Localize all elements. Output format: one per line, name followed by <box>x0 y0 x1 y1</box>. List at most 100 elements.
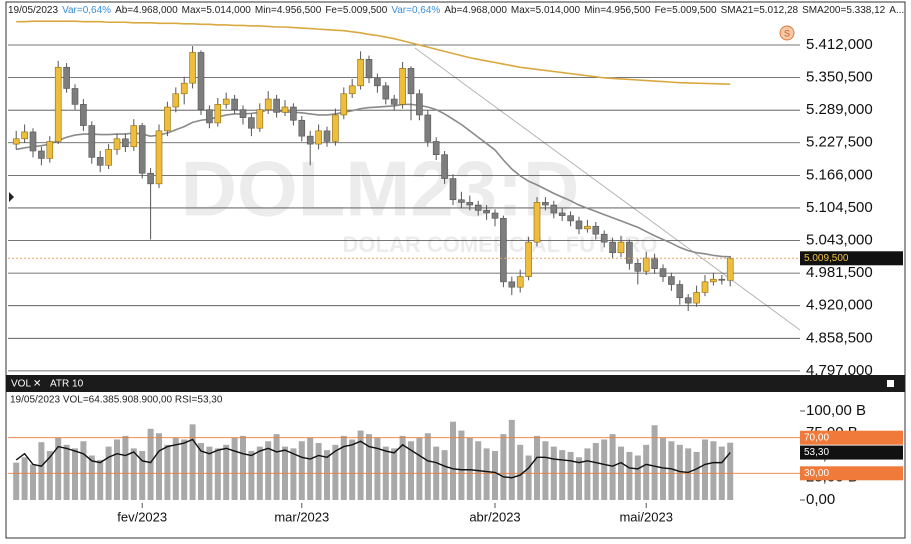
header-item: Ab=4.968,000 <box>444 5 507 16</box>
volume-bar <box>408 441 414 500</box>
volume-bar <box>542 441 549 500</box>
header-item: Fe=5.009,500 <box>325 5 388 16</box>
volume-bar <box>172 437 179 500</box>
candle-body <box>710 278 717 283</box>
candle-body <box>222 98 230 105</box>
volume-bar <box>324 450 330 500</box>
y-tick-label: 100,00 B <box>806 402 866 419</box>
volume-bar <box>676 444 683 500</box>
volume-bar <box>559 450 566 500</box>
volume-bar <box>525 455 532 500</box>
price-pane: 5.412,000 5.350,500 5.289,000 5.227,500 5.16… <box>8 20 903 379</box>
volume-bar <box>30 464 36 500</box>
candle-body <box>122 138 129 148</box>
lower-pane: 100,00 B75,00 B50,00 B25,00 B0,0070,0030… <box>8 402 903 508</box>
candle-body <box>256 109 264 129</box>
candle-body <box>323 130 331 142</box>
candle-body <box>138 125 146 174</box>
volume-bar <box>450 421 456 500</box>
tab-close[interactable]: ✕ <box>33 379 41 390</box>
volume-bar <box>21 457 28 500</box>
candle-body <box>500 217 507 283</box>
y-tick-label: 5.043,000 <box>806 232 873 249</box>
candle-body <box>197 52 205 110</box>
frame <box>5 1 906 539</box>
volume-bar <box>340 435 347 500</box>
header-item: Fe=5.009,500 <box>654 5 717 16</box>
candle-body <box>550 204 558 214</box>
volume-bar <box>458 430 465 500</box>
rsi-tag <box>800 445 903 460</box>
volume-bar <box>164 444 171 500</box>
tab[interactable]: VOL <box>11 379 31 390</box>
rsi-level-tag <box>800 430 903 445</box>
volume-bar <box>130 448 137 500</box>
maximize[interactable] <box>887 380 894 387</box>
volume-bar <box>592 443 599 500</box>
candle-body <box>155 130 163 185</box>
volume-bar <box>693 451 700 500</box>
volume-bar <box>147 428 154 500</box>
candle-body <box>558 212 566 216</box>
header: 19/05/2023 Var=0,64% Ab=4.968,000 Max=5.014… <box>8 5 904 16</box>
y-tick-label: 5.104,500 <box>806 199 873 216</box>
volume-bar <box>349 439 356 500</box>
candle-body <box>374 77 381 87</box>
volume-bar <box>55 437 62 500</box>
x-tick-label: abr/2023 <box>469 509 520 524</box>
candle-body <box>684 297 692 304</box>
candle-body <box>164 106 171 132</box>
candle-body <box>365 59 373 79</box>
tab[interactable]: ATR 10 <box>50 379 84 390</box>
candle-body <box>38 150 45 159</box>
volume-bar <box>399 435 406 500</box>
volume-bar <box>567 451 574 500</box>
header-item: A... <box>889 5 905 16</box>
candle-body <box>298 119 306 137</box>
volume-bar <box>307 437 314 500</box>
candle-body <box>147 172 154 185</box>
volume-bar <box>441 450 448 500</box>
x-tick-label: mai/2023 <box>619 509 672 524</box>
volume-bar <box>231 437 238 500</box>
candle-body <box>189 52 196 84</box>
volume-bar <box>156 433 162 500</box>
candle-body <box>348 85 356 95</box>
candle-body <box>726 257 734 281</box>
candle-body <box>273 98 280 113</box>
candle-body <box>12 138 20 145</box>
candle-body <box>668 276 675 285</box>
candle-body <box>281 106 289 113</box>
volume-bar <box>114 439 120 500</box>
candle-body <box>399 68 406 105</box>
candle-body <box>617 241 625 254</box>
y-tick-label: 4.797,000 <box>806 362 873 379</box>
volume-bar <box>508 419 515 500</box>
candle-body <box>533 202 541 243</box>
candle-body <box>651 257 658 269</box>
candle-body <box>239 109 247 118</box>
volume-bar <box>265 441 272 500</box>
candle-body <box>491 212 499 219</box>
candle-body <box>105 149 112 166</box>
x-tick-label: mar/2023 <box>274 509 329 524</box>
arrow <box>9 192 14 202</box>
volume-bar <box>643 444 650 500</box>
candle-body <box>441 154 448 179</box>
volume-bar <box>492 451 498 500</box>
candle-body <box>88 125 96 158</box>
candle-body <box>609 241 616 254</box>
header-item: SMA200=5.338,12 <box>802 5 886 16</box>
volume-bar <box>374 437 381 500</box>
candle-body <box>424 114 432 142</box>
moving-average <box>16 20 731 85</box>
candle-body <box>80 104 87 126</box>
icon-glyph: S <box>784 28 790 38</box>
candle-body <box>575 220 583 230</box>
candle-body <box>542 202 549 206</box>
volume-bar <box>357 430 364 500</box>
volume-bar <box>97 459 104 500</box>
candle-body <box>63 66 70 89</box>
volume-bar <box>63 444 70 500</box>
